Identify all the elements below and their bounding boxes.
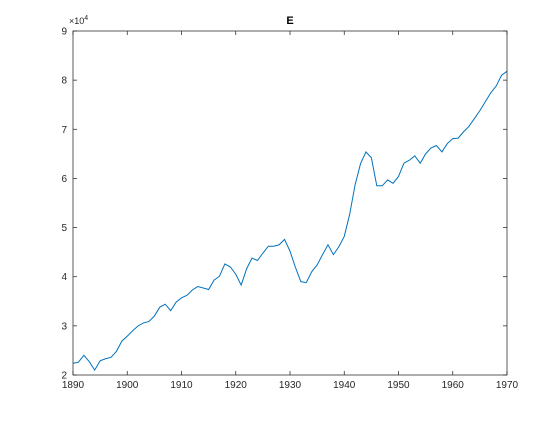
series-layer <box>72 70 508 372</box>
x-tick-label: 1900 <box>116 380 139 391</box>
x-tick-label: 1950 <box>387 380 410 391</box>
y-tick-label: 6 <box>61 174 67 185</box>
y-tick-label: 9 <box>61 27 67 38</box>
plot-area <box>73 31 507 375</box>
y-tick-label: 4 <box>61 272 67 283</box>
x-tick-label: 1940 <box>333 380 356 391</box>
x-tick-label: 1930 <box>279 380 302 391</box>
x-tick-label: 1910 <box>170 380 193 391</box>
y-tick-label: 3 <box>61 321 67 332</box>
x-tick-label: 1970 <box>496 380 519 391</box>
x-axis: 1890 1900 1910 1920 1930 1940 1950 1960 1970 <box>62 31 519 391</box>
x-tick-label: 1920 <box>225 380 248 391</box>
series-line <box>72 70 508 372</box>
y-tick-label: 8 <box>61 76 67 87</box>
x-tick-label: 1890 <box>62 380 85 391</box>
x-tick-label: 1960 <box>442 380 465 391</box>
y-exponent-label: ×104 <box>69 15 88 26</box>
y-exponent-base: ×10 <box>69 16 84 26</box>
y-tick-label: 2 <box>61 371 67 382</box>
chart-title: E <box>286 15 293 27</box>
y-exponent-power: 4 <box>84 15 88 22</box>
y-tick-label: 7 <box>61 125 67 136</box>
y-tick-label: 5 <box>61 223 67 234</box>
y-axis: 2 3 4 5 6 7 8 9 <box>61 27 507 382</box>
